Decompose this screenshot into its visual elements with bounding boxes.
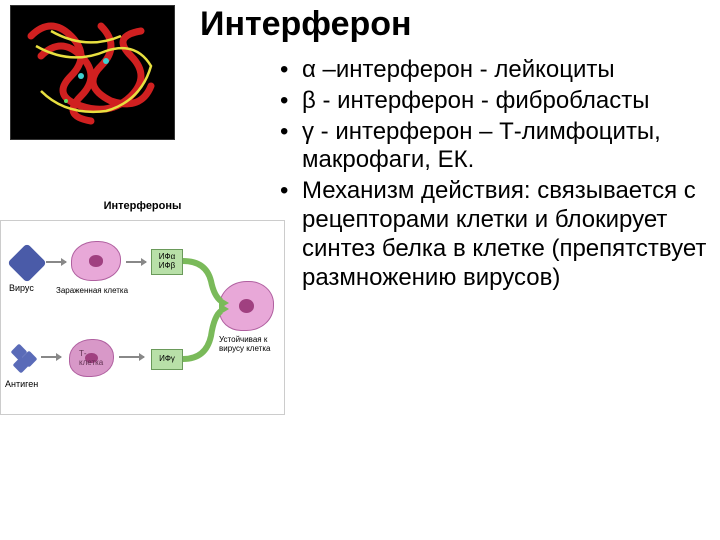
bullet-item: β - интерферон - фибробласты (280, 87, 720, 116)
protein-structure-image (10, 5, 175, 140)
bullet-list: α –интерферон - лейкоциты β - интерферон… (280, 56, 720, 292)
diagram-title: Интерфероны (0, 200, 285, 212)
bullet-item: γ - интерферон – Т-лимфоциты, макрофаги,… (280, 118, 720, 176)
bullet-item: α –интерферон - лейкоциты (280, 56, 720, 85)
bullet-item: Механизм действия: связывается с рецепто… (280, 177, 720, 292)
page-title: Интерферон (200, 5, 720, 44)
connector-curves (1, 221, 286, 416)
interferon-diagram: Вирус Зараженная клетка ИФαИФβ Антиген Т… (0, 220, 285, 415)
